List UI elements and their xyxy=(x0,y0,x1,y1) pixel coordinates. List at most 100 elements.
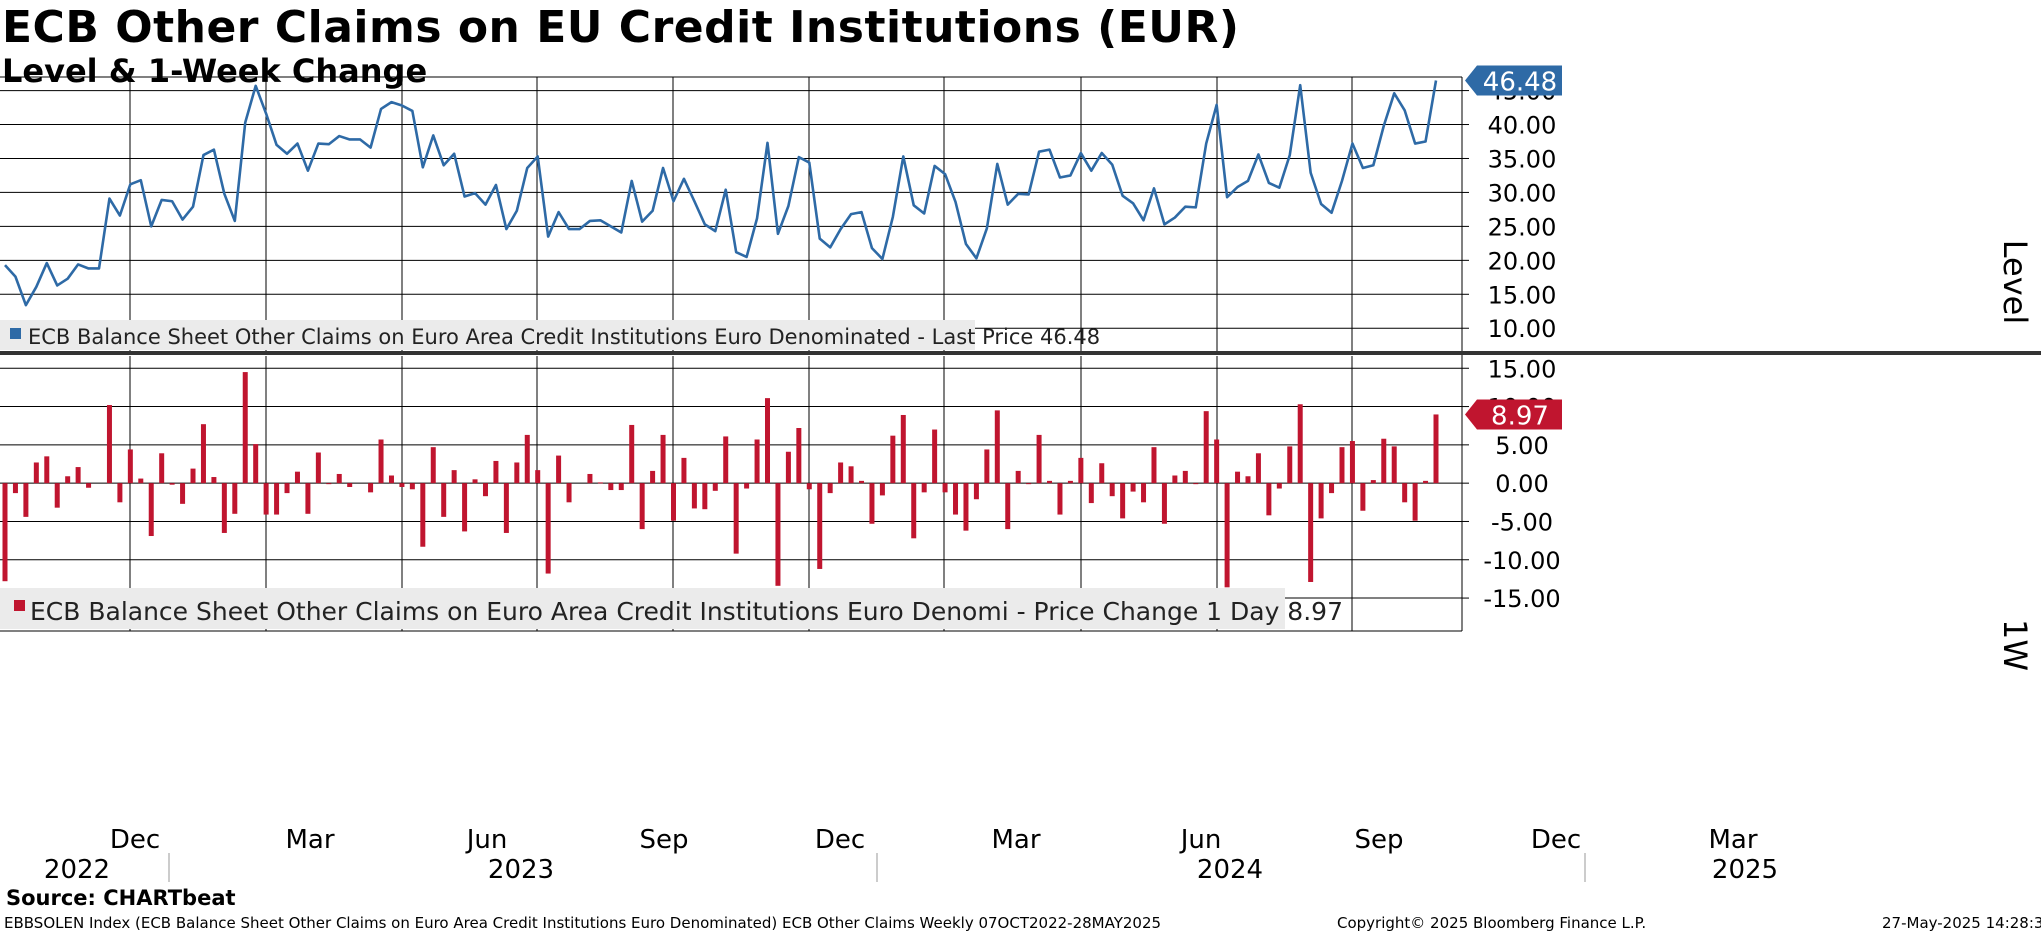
bar-1w xyxy=(169,483,175,485)
bar-1w xyxy=(994,410,1000,484)
bar-1w xyxy=(984,449,990,484)
bar-1w xyxy=(723,436,729,484)
bar-1w xyxy=(1287,446,1293,484)
bar-1w xyxy=(629,424,635,484)
bar-1w xyxy=(545,483,551,574)
bar-1w xyxy=(106,405,112,484)
bar-1w xyxy=(326,483,332,485)
bar-1w xyxy=(430,447,436,484)
bar-1w xyxy=(1297,404,1303,484)
bar-1w xyxy=(597,482,603,484)
bar-1w xyxy=(368,483,374,493)
bar-1w xyxy=(806,483,812,490)
bar-1w xyxy=(180,483,186,504)
axis-title-level: Level xyxy=(1996,240,2034,324)
bar-1w xyxy=(117,483,123,503)
bar-1w xyxy=(796,428,802,484)
ytick-label-1w: -10.00 xyxy=(1483,547,1560,575)
ytick-label-level: 35.00 xyxy=(1488,145,1557,173)
bar-1w xyxy=(409,483,415,490)
bar-1w xyxy=(587,473,593,484)
bar-1w xyxy=(1088,483,1094,504)
bar-1w xyxy=(242,372,248,484)
ytick-label-level: 10.00 xyxy=(1488,315,1557,343)
x-month-label: Mar xyxy=(1708,825,1757,855)
bar-1w xyxy=(838,462,844,484)
bar-1w xyxy=(315,452,321,484)
bar-1w xyxy=(1423,480,1429,484)
panel-separator xyxy=(0,351,2041,355)
bar-1w xyxy=(1360,483,1366,511)
bar-1w xyxy=(1224,483,1230,588)
bar-1w xyxy=(1255,453,1261,484)
bar-1w xyxy=(148,483,154,537)
bar-1w xyxy=(503,483,509,533)
bar-1w xyxy=(1026,483,1032,485)
bar-1w xyxy=(744,483,750,489)
legend-level-swatch xyxy=(10,328,21,339)
x-year-label: 2025 xyxy=(1712,855,1778,885)
bar-1w xyxy=(942,483,948,493)
bar-1w xyxy=(712,483,718,491)
bar-1w xyxy=(1172,475,1178,484)
bar-1w xyxy=(1370,480,1376,484)
chart-title: ECB Other Claims on EU Credit Institutio… xyxy=(2,2,1240,53)
bar-1w xyxy=(733,483,739,554)
bar-1w xyxy=(305,483,311,514)
bar-1w xyxy=(263,483,269,515)
x-month-label: Dec xyxy=(110,825,160,855)
bar-1w xyxy=(650,470,656,484)
bar-1w xyxy=(1120,483,1126,519)
bar-1w xyxy=(1339,447,1345,484)
bar-1w xyxy=(911,483,917,539)
bar-1w xyxy=(1203,411,1209,484)
bar-1w xyxy=(12,483,18,494)
bar-1w xyxy=(1402,483,1408,503)
ytick-label-1w: 0.00 xyxy=(1495,470,1548,498)
bar-1w xyxy=(127,449,133,484)
bar-1w xyxy=(1193,483,1199,485)
bar-1w xyxy=(670,483,676,521)
bar-1w xyxy=(765,398,771,484)
bar-1w xyxy=(65,476,71,484)
bar-1w xyxy=(1182,470,1188,484)
bar-1w xyxy=(493,460,499,484)
bar-1w xyxy=(1381,438,1387,484)
x-month-label: Dec xyxy=(815,825,865,855)
bar-1w xyxy=(1412,483,1418,521)
bar-1w xyxy=(1036,434,1042,484)
bar-1w xyxy=(399,483,405,487)
bar-1w xyxy=(608,483,614,491)
bar-1w xyxy=(535,470,541,484)
ytick-label-level: 40.00 xyxy=(1488,112,1557,140)
bar-1w xyxy=(556,455,562,484)
bar-1w xyxy=(1057,483,1063,515)
x-month-label: Mar xyxy=(285,825,334,855)
last-value-tag-level-shape xyxy=(1465,65,1562,96)
bar-1w xyxy=(1235,471,1241,484)
bar-1w xyxy=(336,473,342,484)
bar-1w xyxy=(618,483,624,491)
bar-1w xyxy=(1078,457,1084,484)
x-month-label: Sep xyxy=(639,825,688,855)
x-month-label: Sep xyxy=(1354,825,1403,855)
bar-1w xyxy=(294,471,300,484)
bar-1w xyxy=(1349,441,1355,484)
bar-1w xyxy=(566,483,572,503)
bar-1w xyxy=(23,483,29,517)
bar-1w xyxy=(1308,483,1314,582)
last-value-tag-level: 46.48 xyxy=(1465,65,1562,98)
bar-1w xyxy=(1005,483,1011,530)
bar-1w xyxy=(932,429,938,484)
ytick-label-1w: 15.00 xyxy=(1488,355,1557,383)
bar-1w xyxy=(138,478,144,484)
bar-1w xyxy=(159,453,165,484)
bar-1w xyxy=(1047,480,1053,484)
bar-1w xyxy=(681,457,687,484)
bar-1w xyxy=(1141,483,1147,503)
bar-1w xyxy=(639,483,645,530)
bar-1w xyxy=(347,483,353,487)
bar-1w xyxy=(1391,446,1397,484)
bar-1w xyxy=(900,414,906,484)
bar-1w xyxy=(441,483,447,517)
